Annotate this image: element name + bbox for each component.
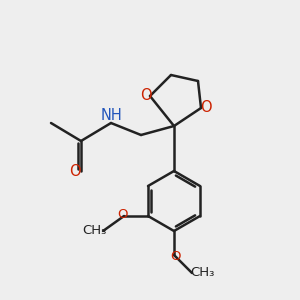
Text: O: O <box>200 100 211 116</box>
Text: O: O <box>69 164 81 178</box>
Text: NH: NH <box>100 108 122 123</box>
Text: CH₃: CH₃ <box>82 224 106 238</box>
Text: CH₃: CH₃ <box>190 266 215 280</box>
Text: O: O <box>117 208 128 221</box>
Text: O: O <box>170 250 181 263</box>
Text: O: O <box>140 88 151 104</box>
